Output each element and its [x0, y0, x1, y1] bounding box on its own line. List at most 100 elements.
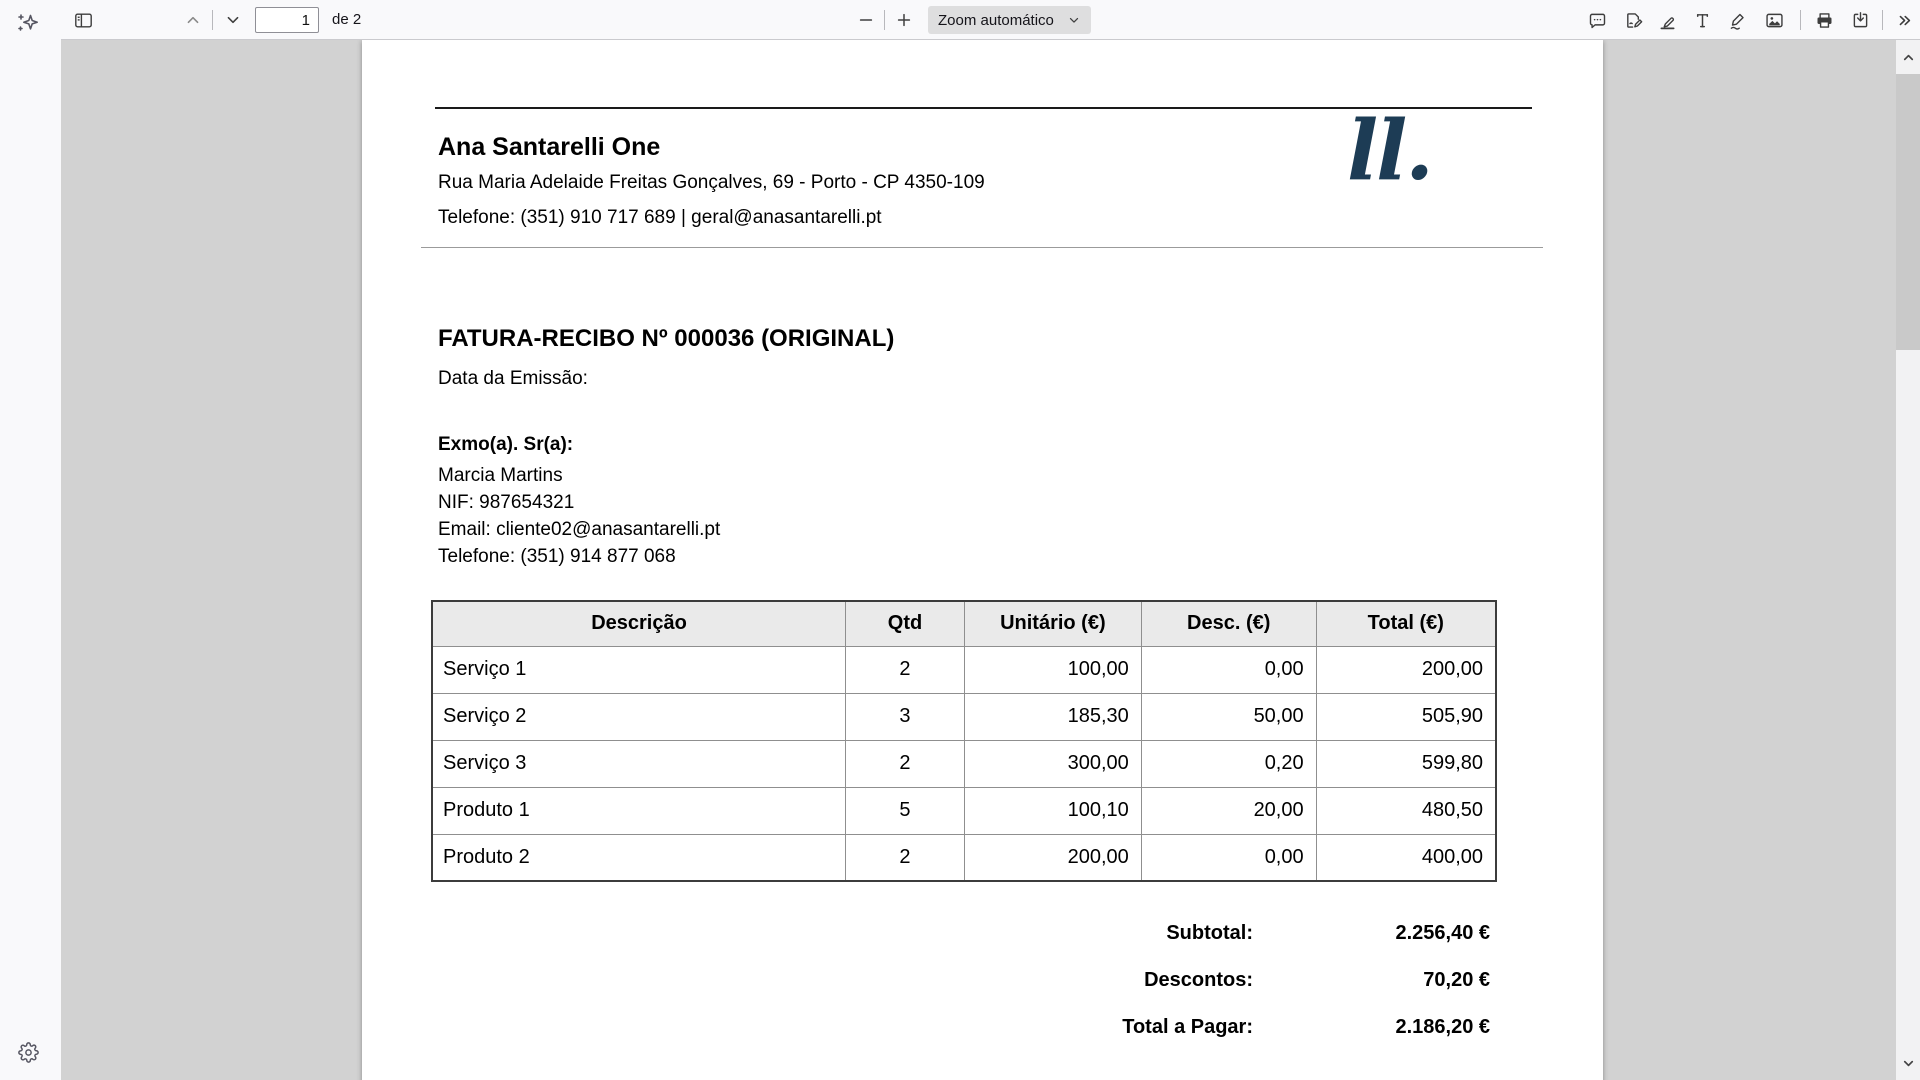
- client-email: Email: cliente02@anasantarelli.pt: [438, 519, 721, 540]
- table-cell: 505,90: [1315, 692, 1497, 741]
- total-row: Total a Pagar: 2.186,20 €: [362, 1014, 1603, 1041]
- highlight-button[interactable]: [1653, 6, 1681, 34]
- zoom-out-button[interactable]: [852, 6, 880, 34]
- image-icon: [1765, 13, 1783, 27]
- double-chevron-right-icon: [1899, 15, 1910, 25]
- toolbar-divider: [884, 10, 885, 30]
- table-cell: Produto 2: [431, 833, 847, 882]
- client-block: Exmo(a). Sr(a): Marcia Martins NIF: 9876…: [438, 431, 720, 570]
- add-image-button[interactable]: [1760, 6, 1788, 34]
- download-icon: [1853, 11, 1867, 27]
- table-cell: Serviço 2: [431, 692, 847, 741]
- print-button[interactable]: [1810, 6, 1838, 34]
- table-row: Serviço 1 2 100,00 0,00 200,00: [431, 645, 1497, 694]
- table-row: Produto 1 5 100,10 20,00 480,50: [431, 786, 1497, 835]
- page-count-label: de 2: [332, 11, 362, 28]
- chevron-down-icon: [227, 16, 239, 24]
- zoom-select[interactable]: Zoom automático: [928, 6, 1091, 34]
- table-cell: Serviço 3: [431, 739, 847, 788]
- table-cell: 300,00: [963, 739, 1142, 788]
- scrollbar-thumb[interactable]: [1896, 74, 1920, 350]
- table-cell: 2: [845, 739, 965, 788]
- column-header: Total (€): [1315, 600, 1497, 647]
- highlighter-icon: [1660, 16, 1674, 29]
- text-icon: [1696, 13, 1708, 27]
- column-header: Descrição: [431, 600, 847, 647]
- page-number-input[interactable]: [255, 7, 319, 33]
- zoom-in-button[interactable]: [890, 6, 918, 34]
- client-label: Exmo(a). Sr(a):: [438, 434, 574, 455]
- items-table: Descrição Qtd Unitário (€) Desc. (€) Total (…: [431, 600, 1497, 882]
- comment-button[interactable]: [1583, 6, 1611, 34]
- gear-icon: [17, 1041, 39, 1063]
- minus-icon: [859, 19, 873, 21]
- comment-icon: [1589, 13, 1605, 28]
- client-name: Marcia Martins: [438, 465, 563, 486]
- print-icon: [1817, 12, 1831, 28]
- company-contact: Telefone: (351) 910 717 689 | geral@anas…: [438, 207, 882, 228]
- table-cell: 185,30: [963, 692, 1142, 741]
- table-cell: 200,00: [1315, 645, 1497, 694]
- table-cell: 100,00: [963, 645, 1142, 694]
- ai-sparkle-icon: [18, 14, 38, 31]
- chevron-down-icon: [1903, 1060, 1913, 1066]
- total-value: 2.186,20 €: [1395, 1016, 1490, 1038]
- vertical-scrollbar[interactable]: [1896, 40, 1920, 1080]
- company-header: Ana Santarelli One Rua Maria Adelaide Fr…: [438, 132, 985, 231]
- total-label: Total a Pagar:: [1122, 1016, 1253, 1038]
- table-cell: 50,00: [1140, 692, 1317, 741]
- table-cell: 599,80: [1315, 739, 1497, 788]
- table-cell: 20,00: [1140, 786, 1317, 835]
- download-button[interactable]: [1846, 6, 1874, 34]
- toolbar-divider: [1882, 10, 1883, 30]
- add-text-button[interactable]: [1688, 6, 1716, 34]
- table-row: Produto 2 2 200,00 0,00 400,00: [431, 833, 1497, 882]
- previous-page-button[interactable]: [179, 6, 207, 34]
- table-cell: 0,20: [1140, 739, 1317, 788]
- invoice-title: FATURA-RECIBO Nº 000036 (ORIGINAL): [438, 325, 895, 352]
- signature-button[interactable]: [1619, 6, 1647, 34]
- chevron-up-icon: [187, 16, 199, 24]
- total-label: Descontos:: [1144, 969, 1253, 991]
- toolbar-divider: [212, 10, 213, 30]
- table-cell: 200,00: [963, 833, 1142, 882]
- next-page-button[interactable]: [219, 6, 247, 34]
- scroll-up-button[interactable]: [1896, 40, 1920, 74]
- pdf-toolbar: de 2 Zoom automático: [0, 0, 1920, 40]
- table-cell: 100,10: [963, 786, 1142, 835]
- issue-date-label: Data da Emissão:: [438, 368, 588, 389]
- scroll-down-button[interactable]: [1896, 1046, 1920, 1080]
- sidebar-toggle-icon: [74, 13, 92, 27]
- header-bottom-rule: [421, 247, 1543, 248]
- pdf-page: Ana Santarelli One Rua Maria Adelaide Fr…: [362, 40, 1603, 1080]
- draw-button[interactable]: [1723, 6, 1751, 34]
- table-cell: 3: [845, 692, 965, 741]
- table-cell: 480,50: [1315, 786, 1497, 835]
- column-header: Desc. (€): [1140, 600, 1317, 647]
- total-label: Subtotal:: [1166, 922, 1253, 944]
- header-top-rule: [435, 107, 1532, 109]
- table-row: Serviço 3 2 300,00 0,20 599,80: [431, 739, 1497, 788]
- chevron-up-icon: [1903, 54, 1913, 60]
- company-name: Ana Santarelli One: [438, 133, 661, 161]
- more-tools-button[interactable]: [1889, 6, 1917, 34]
- total-value: 2.256,40 €: [1395, 922, 1490, 944]
- company-address: Rua Maria Adelaide Freitas Gonçalves, 69…: [438, 172, 985, 193]
- pdf-viewer-area: Ana Santarelli One Rua Maria Adelaide Fr…: [61, 40, 1920, 1080]
- total-row: Subtotal: 2.256,40 €: [362, 920, 1603, 947]
- table-cell: 5: [845, 786, 965, 835]
- table-cell: 2: [845, 645, 965, 694]
- total-value: 70,20 €: [1423, 969, 1490, 991]
- company-logo: ll.: [1347, 103, 1434, 199]
- zoom-select-value: Zoom automático: [938, 11, 1054, 29]
- total-row: Descontos: 70,20 €: [362, 967, 1603, 994]
- table-cell: Serviço 1: [431, 645, 847, 694]
- table-row: Serviço 2 3 185,30 50,00 505,90: [431, 692, 1497, 741]
- client-phone: Telefone: (351) 914 877 068: [438, 546, 676, 567]
- ai-assistant-button[interactable]: [14, 9, 42, 37]
- column-header: Qtd: [845, 600, 965, 647]
- sidebar-toggle-button[interactable]: [69, 6, 97, 34]
- toolbar-divider: [1800, 10, 1801, 30]
- signature-icon: [1626, 12, 1642, 28]
- settings-button[interactable]: [14, 1038, 42, 1066]
